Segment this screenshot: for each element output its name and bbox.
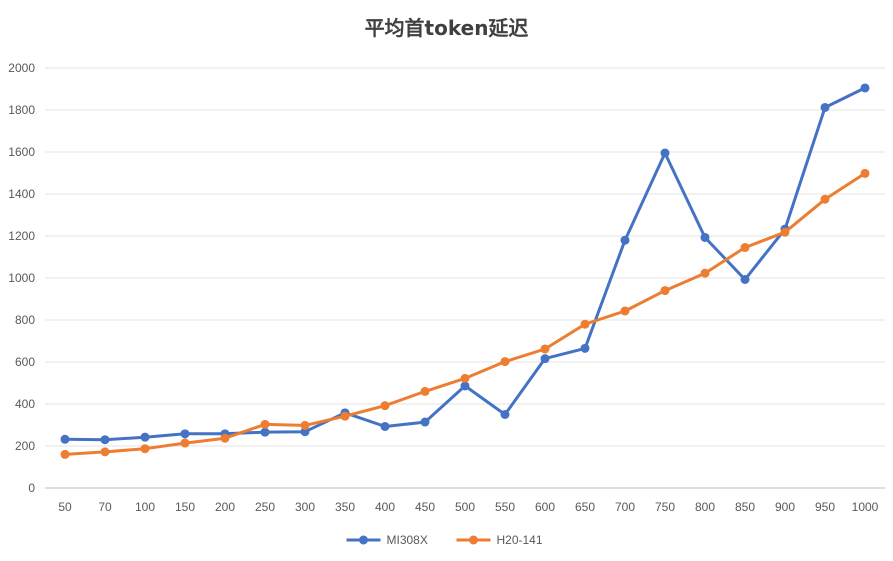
x-tick-label: 950 xyxy=(815,500,835,514)
data-point xyxy=(700,268,710,278)
x-tick-label: 800 xyxy=(695,500,715,514)
data-point xyxy=(740,243,750,253)
y-tick-label: 1400 xyxy=(8,187,35,201)
gridlines xyxy=(45,67,885,447)
series-0 xyxy=(60,83,870,445)
y-tick-label: 200 xyxy=(15,439,35,453)
data-point xyxy=(300,420,310,430)
y-tick-label: 2000 xyxy=(8,61,35,75)
data-point xyxy=(260,419,270,429)
data-point xyxy=(60,434,70,444)
x-tick-label: 550 xyxy=(495,500,515,514)
data-point xyxy=(820,194,830,204)
legend-marker xyxy=(359,535,368,545)
data-point xyxy=(100,435,110,445)
legend: MI308X H20-141 xyxy=(346,533,543,547)
data-point xyxy=(340,411,350,421)
chart-title: 平均首token延迟 xyxy=(364,16,529,40)
data-point xyxy=(660,148,670,158)
x-tick-label: 700 xyxy=(615,500,635,514)
x-tick-label: 850 xyxy=(735,500,755,514)
x-tick-label: 400 xyxy=(375,500,395,514)
x-tick-label: 350 xyxy=(335,500,355,514)
data-point xyxy=(420,417,430,427)
data-point xyxy=(620,235,630,245)
x-tick-label: 300 xyxy=(295,500,315,514)
y-tick-label: 1200 xyxy=(8,229,35,243)
data-point xyxy=(220,433,230,443)
x-tick-label: 450 xyxy=(415,500,435,514)
data-point xyxy=(540,354,550,364)
data-point xyxy=(460,381,470,391)
data-point xyxy=(860,83,870,93)
x-tick-label: 50 xyxy=(58,500,72,514)
data-point xyxy=(380,421,390,431)
data-point xyxy=(180,438,190,448)
data-point xyxy=(780,227,790,237)
data-point xyxy=(860,168,870,178)
data-point xyxy=(660,286,670,296)
data-point xyxy=(700,232,710,242)
y-tick-label: 1000 xyxy=(8,271,35,285)
x-tick-label: 100 xyxy=(135,500,155,514)
x-tick-label: 1000 xyxy=(852,500,879,514)
x-tick-label: 650 xyxy=(575,500,595,514)
y-tick-label: 600 xyxy=(15,355,35,369)
legend-marker xyxy=(469,535,478,545)
data-point xyxy=(620,306,630,316)
data-point xyxy=(100,447,110,457)
data-point xyxy=(460,373,470,383)
series-line xyxy=(63,171,867,456)
legend-label: MI308X xyxy=(387,533,428,547)
data-point xyxy=(420,386,430,396)
data-point xyxy=(180,429,190,439)
data-point xyxy=(740,274,750,284)
x-tick-label: 70 xyxy=(98,500,112,514)
data-point xyxy=(260,427,270,437)
data-point xyxy=(140,444,150,454)
y-tick-label: 1600 xyxy=(8,145,35,159)
axes: 0 200 400 600 800 1000 1200 1400 1600 1800 2000 50 7… xyxy=(8,61,885,514)
y-tick-label: 400 xyxy=(15,397,35,411)
y-tick-label: 0 xyxy=(28,481,35,495)
x-tick-label: 500 xyxy=(455,500,475,514)
x-tick-label: 200 xyxy=(215,500,235,514)
series-1 xyxy=(60,168,870,459)
data-point xyxy=(380,401,390,411)
y-tick-label: 800 xyxy=(15,313,35,327)
data-point xyxy=(500,357,510,367)
series xyxy=(60,83,870,459)
y-tick-label: 1800 xyxy=(8,103,35,117)
data-point xyxy=(820,102,830,112)
x-tick-label: 750 xyxy=(655,500,675,514)
data-point xyxy=(580,343,590,353)
x-tick-label: 600 xyxy=(535,500,555,514)
data-point xyxy=(580,319,590,329)
data-point xyxy=(540,344,550,354)
data-point xyxy=(500,410,510,419)
x-tick-label: 250 xyxy=(255,500,275,514)
data-point xyxy=(140,432,150,442)
legend-label: H20-141 xyxy=(497,533,543,547)
x-tick-label: 900 xyxy=(775,500,795,514)
data-point xyxy=(60,449,70,459)
data-point xyxy=(300,427,310,437)
x-tick-label: 150 xyxy=(175,500,195,514)
